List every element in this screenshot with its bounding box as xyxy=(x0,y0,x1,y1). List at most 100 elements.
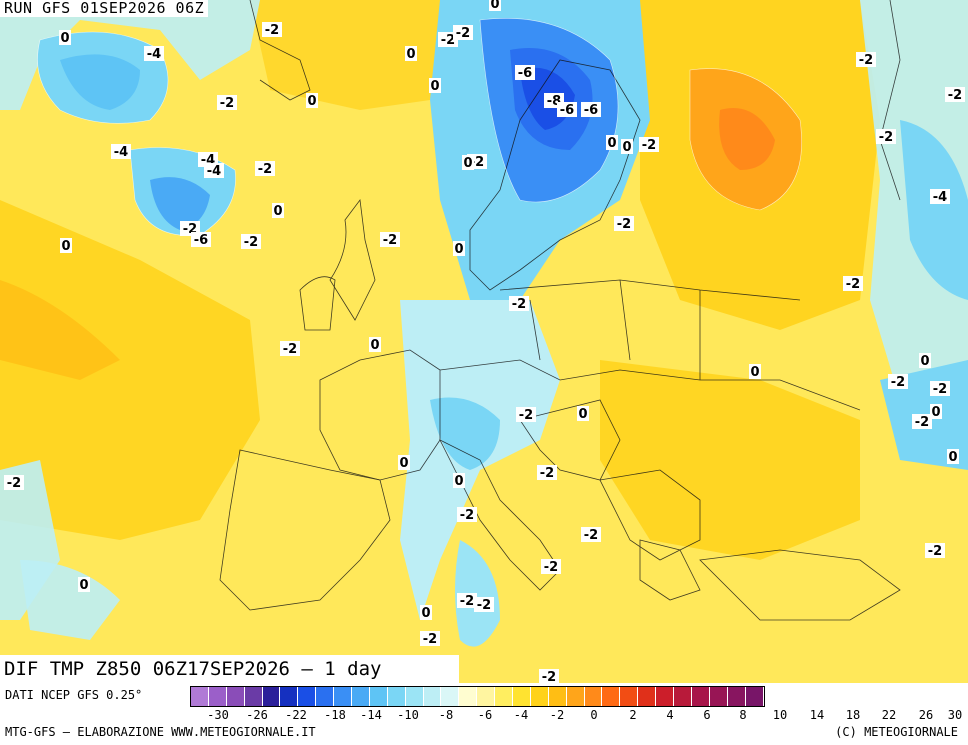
scale-swatch xyxy=(262,687,281,706)
contour-label: -2 xyxy=(283,342,297,357)
contour-label: -2 xyxy=(859,53,873,68)
scale-swatch xyxy=(620,687,639,706)
contour-label-bg xyxy=(945,87,965,102)
contour-label: 0 xyxy=(399,456,408,471)
contour-label: 0 xyxy=(578,407,587,422)
contour-label: -6 xyxy=(194,233,208,248)
contour-label-bg xyxy=(420,605,432,620)
contour-label-bg xyxy=(420,631,440,646)
contour-label: 0 xyxy=(79,578,88,593)
contour-label: -2 xyxy=(879,130,893,145)
scale-swatch xyxy=(369,687,388,706)
scale-swatch xyxy=(208,687,227,706)
scale-swatch xyxy=(513,687,531,706)
contour-label: 0 xyxy=(430,79,439,94)
contour-label: -2 xyxy=(891,375,905,390)
contour-label-bg xyxy=(429,78,441,93)
contour-label-bg xyxy=(272,203,284,218)
scale-tick-label: -14 xyxy=(360,708,382,722)
color-scale xyxy=(190,686,765,707)
scale-tick-label: 6 xyxy=(703,708,711,722)
scale-tick-label: 18 xyxy=(845,708,861,722)
contour-label-bg xyxy=(241,234,261,249)
scale-swatch xyxy=(495,687,514,706)
scale-swatch xyxy=(405,687,424,706)
contour-label: 0 xyxy=(307,94,316,109)
credit-copyright: (C) METEOGIORNALE xyxy=(835,725,958,739)
contour-label: -2 xyxy=(7,476,21,491)
scale-swatch xyxy=(602,687,621,706)
contour-label-bg xyxy=(925,543,945,558)
contour-label-bg xyxy=(453,25,473,40)
scale-tick-label: -10 xyxy=(397,708,419,722)
contour-labels: 0-4-200-2-40-6-8-6 -6-20-2-4-4 -20-2-6 -20-… xyxy=(4,0,965,683)
scale-swatch xyxy=(584,687,603,706)
scale-swatch xyxy=(745,687,764,706)
scale-swatch xyxy=(423,687,442,706)
scale-tick-label: -30 xyxy=(207,708,229,722)
contour-label: 0 xyxy=(273,204,282,219)
contour-label: -2 xyxy=(512,297,526,312)
contour-label-bg xyxy=(516,407,536,422)
scale-ticks: -30 -26 -22 -18 -14 -10 -8 -6 -4 -2 0 2 4 6 8 10 14 18 22 2… xyxy=(190,708,968,722)
scale-tick-label: 26 xyxy=(918,708,934,722)
contour-label-bg xyxy=(380,232,400,247)
scale-swatch xyxy=(226,687,245,706)
contour-label: -2 xyxy=(477,598,491,613)
contour-label-bg xyxy=(369,337,381,352)
scale-tick-label: -18 xyxy=(324,708,346,722)
contour-label-bg xyxy=(930,189,950,204)
contour-label: -2 xyxy=(846,277,860,292)
contour-label-bg xyxy=(262,22,282,37)
scale-tick-label: -22 xyxy=(285,708,307,722)
contour-label-bg xyxy=(474,597,494,612)
map-title: DIF TMP Z850 06Z17SEP2026 — 1 day xyxy=(0,655,459,683)
contour-label: -2 xyxy=(441,33,455,48)
run-title: RUN GFS 01SEP2026 06Z xyxy=(0,0,209,17)
scale-swatch xyxy=(477,687,496,706)
scale-swatch xyxy=(674,687,692,706)
contour-label-bg xyxy=(457,593,477,608)
contour-label-bg xyxy=(749,364,761,379)
scale-tick-label: -4 xyxy=(513,708,529,722)
scale-swatch xyxy=(566,687,585,706)
contour-label: -2 xyxy=(460,508,474,523)
contour-label-bg xyxy=(541,559,561,574)
contour-label-bg xyxy=(912,414,932,429)
contour-label: -4 xyxy=(933,190,947,205)
scale-tick-label: 10 xyxy=(772,708,788,722)
contour-label: 0 xyxy=(622,140,631,155)
contour-label: 0 xyxy=(948,450,957,465)
scale-tick-label: 30 xyxy=(947,708,963,722)
contour-label-bg xyxy=(280,341,300,356)
contour-label-bg xyxy=(581,102,601,117)
contour-label-bg xyxy=(111,144,131,159)
contour-label-bg xyxy=(398,455,410,470)
scale-swatch xyxy=(280,687,299,706)
contour-label: -6 xyxy=(584,103,598,118)
contour-label: 0 xyxy=(490,0,499,12)
contour-label: -2 xyxy=(460,594,474,609)
contour-label: -4 xyxy=(147,47,161,62)
contour-label: -2 xyxy=(519,408,533,423)
contour-label: 0 xyxy=(454,242,463,257)
contour-label-bg xyxy=(537,465,557,480)
contour-label-bg xyxy=(843,276,863,291)
contour-label-bg xyxy=(606,135,618,150)
scale-swatch xyxy=(298,687,317,706)
contour-label-bg xyxy=(405,46,417,61)
credit-elaboration: MTG-GFS — ELABORAZIONE WWW.METEOGIORNALE… xyxy=(5,725,316,739)
contour-label-bg xyxy=(4,475,24,490)
scale-swatch xyxy=(244,687,263,706)
contour-label: -2 xyxy=(258,162,272,177)
scale-tick-label: -8 xyxy=(438,708,454,722)
scale-tick-label: -26 xyxy=(246,708,268,722)
contour-label-bg xyxy=(856,52,876,67)
contour-label: -2 xyxy=(933,382,947,397)
scale-swatch xyxy=(316,687,335,706)
contour-label: -2 xyxy=(265,23,279,38)
scale-tick-label: 4 xyxy=(666,708,674,722)
contour-label: -2 xyxy=(915,415,929,430)
contour-label: 0 xyxy=(370,338,379,353)
contour-label-bg xyxy=(489,0,501,11)
